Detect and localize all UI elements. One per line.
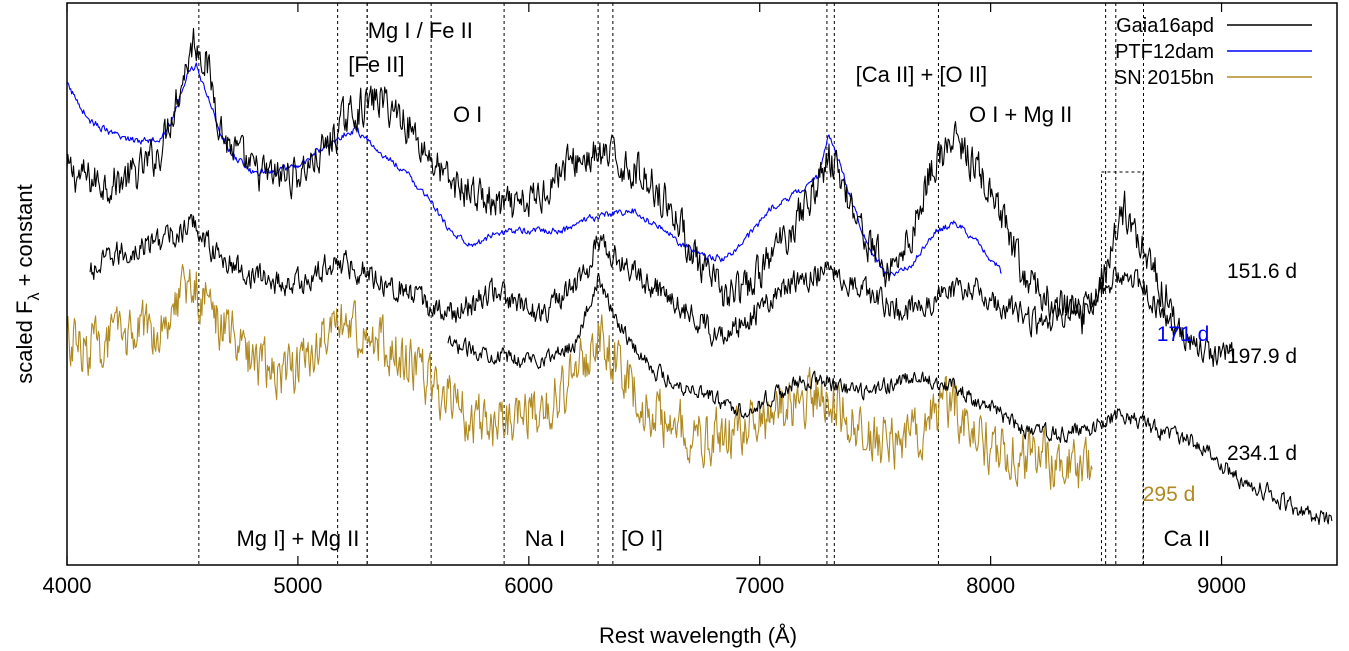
ca-ii-triplet-box [1100,171,1144,566]
legend-entry-label: Gaia16apd [1116,15,1214,37]
spectrum-line [89,213,1234,368]
line-id-label: [Ca II] + [O II] [856,62,987,87]
spectrum-line [447,272,1333,525]
x-tick-label: 6000 [504,573,553,598]
epoch-label: 197.9 d [1227,345,1297,368]
x-axis-ticks: 4000 5000 6000 7000 8000 9000 [43,3,1246,598]
line-id-label: Ca II [1164,526,1210,551]
y-axis-label-subscript: λ [26,293,43,301]
line-id-label: O I + Mg II [969,102,1072,127]
y-axis-label-suffix: + constant [12,184,37,292]
line-id-label: Mg I / Fe II [368,18,473,43]
line-id-label: Mg I] + Mg II [236,526,359,551]
epoch-label: 295 d [1143,483,1196,506]
line-id-label: O I [453,102,482,127]
plot-frame [66,2,1338,566]
x-axis-label: Rest wavelength (Å) [599,623,797,648]
line-id-label: Na I [525,526,565,551]
line-id-label: [Fe II] [348,52,404,77]
x-tick-label: 5000 [273,573,322,598]
spectrum-line [66,263,1093,490]
legend-entry-label: PTF12dam [1115,41,1214,63]
y-axis-label-main: scaled F [12,301,37,384]
x-tick-label: 8000 [966,573,1015,598]
x-tick-label: 7000 [735,573,784,598]
y-axis-label: scaled Fλ + constant [12,184,43,383]
spectrum-line [66,27,1176,335]
epoch-label: 234.1 d [1227,442,1297,465]
x-tick-label: 4000 [43,573,92,598]
line-identifications: Mg I] + Mg II Mg I / Fe II [Fe II] O I Na I [… [198,3,1210,565]
spectra-series [66,27,1333,525]
x-tick-label: 9000 [1197,573,1246,598]
epoch-label: 151.6 d [1227,260,1297,283]
ca-ii-region [1100,171,1144,566]
epoch-labels: 151.6 d 197.9 d 234.1 d 171 d 295 d [1143,260,1297,506]
legend: Gaia16apd PTF12dam SN 2015bn [1114,15,1312,89]
spectrum-line [66,62,1002,277]
line-id-label: [O I] [621,526,663,551]
epoch-label: 171 d [1157,323,1210,346]
legend-entry-label: SN 2015bn [1114,67,1214,89]
